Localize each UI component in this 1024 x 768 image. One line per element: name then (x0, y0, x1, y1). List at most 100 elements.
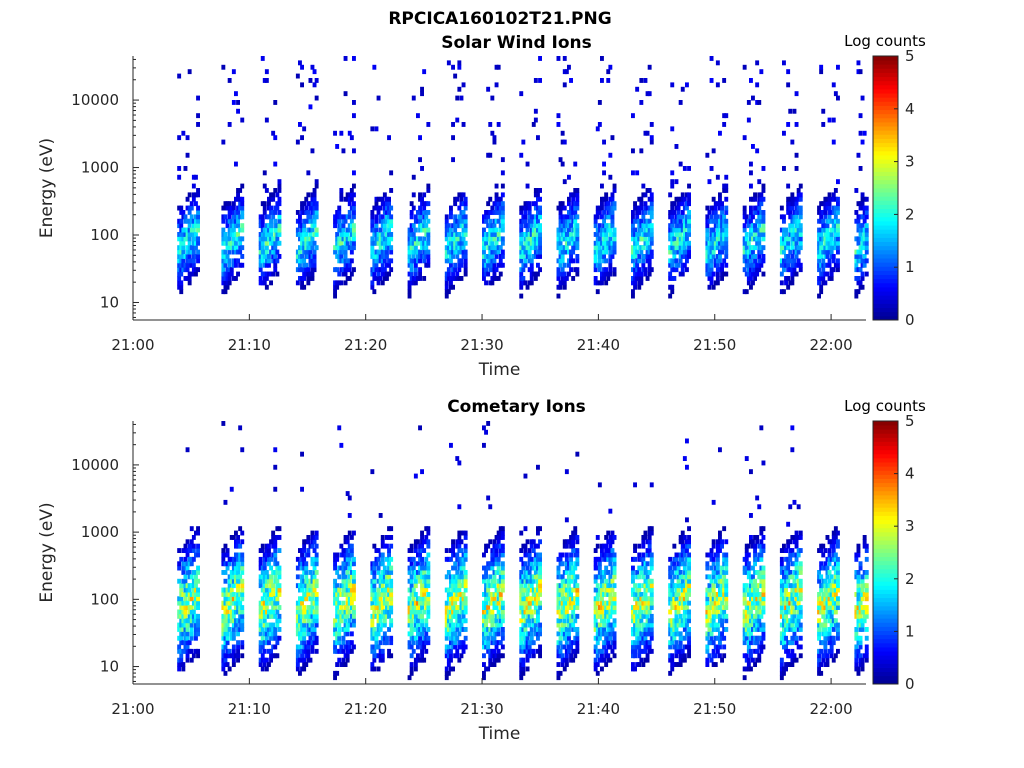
count-cell (500, 635, 505, 641)
count-cell (569, 543, 573, 549)
count-cell (238, 201, 243, 207)
count-cell (538, 556, 542, 562)
count-cell (794, 205, 799, 211)
count-cell (337, 258, 342, 264)
count-cell (269, 232, 273, 237)
count-cell (496, 232, 501, 237)
count-cell (602, 254, 606, 259)
count-cell (345, 657, 350, 663)
count-cell (409, 227, 414, 233)
count-cell (194, 223, 198, 229)
count-cell (269, 192, 273, 198)
count-cell (786, 262, 791, 268)
count-cell (306, 613, 311, 619)
count-cell (444, 280, 449, 286)
count-cell (271, 570, 276, 575)
count-cell (183, 605, 188, 610)
count-cell (463, 583, 468, 589)
count-cell (498, 640, 503, 646)
count-cell (484, 627, 488, 632)
count-cell (864, 210, 869, 215)
count-cell (240, 618, 245, 624)
count-cell (264, 640, 269, 646)
count-cell (792, 258, 797, 264)
count-cell (277, 183, 282, 189)
count-cell (382, 622, 387, 628)
count-cell (707, 258, 712, 264)
count-cell (746, 218, 751, 224)
count-cell (453, 232, 458, 237)
count-cell (860, 262, 865, 268)
count-cell (411, 240, 416, 246)
count-cell (527, 240, 532, 246)
count-cell (451, 640, 455, 646)
count-cell (380, 249, 385, 255)
count-cell (525, 284, 530, 290)
count-cell (185, 640, 190, 646)
count-cell (267, 552, 271, 558)
count-cell (484, 565, 488, 571)
count-cell (181, 631, 186, 637)
count-cell (267, 561, 271, 567)
count-cell (678, 236, 683, 242)
count-cell (352, 192, 356, 198)
count-cell (500, 578, 505, 584)
count-cell (370, 565, 375, 571)
count-cell (461, 648, 466, 654)
count-cell (453, 214, 458, 220)
count-cell (593, 254, 598, 259)
count-cell (533, 596, 538, 602)
count-cell (337, 613, 342, 619)
count-cell (529, 262, 534, 268)
count-cell (536, 223, 540, 229)
count-cell (300, 648, 304, 654)
count-cell (416, 218, 420, 224)
count-cell (179, 640, 184, 646)
count-cell (461, 574, 466, 580)
count-cell (221, 548, 226, 553)
count-cell (407, 280, 412, 286)
count-cell (380, 240, 385, 246)
count-cell (858, 166, 863, 171)
count-cell (262, 249, 267, 255)
count-cell (567, 635, 571, 641)
count-cell (602, 196, 606, 202)
count-cell (602, 245, 606, 251)
count-cell (823, 201, 828, 207)
count-cell (825, 232, 830, 237)
count-cell (185, 653, 190, 659)
count-cell (645, 276, 650, 281)
count-cell (560, 587, 565, 593)
count-cell (538, 570, 542, 575)
count-cell (827, 117, 832, 123)
count-cell (196, 613, 200, 619)
count-cell (376, 210, 381, 215)
count-cell (536, 236, 540, 242)
count-cell (567, 613, 571, 619)
count-cell (376, 596, 381, 602)
count-cell (424, 578, 429, 584)
count-cell (461, 249, 466, 255)
count-cell (682, 223, 687, 229)
count-cell (827, 236, 832, 242)
count-cell (788, 196, 793, 202)
count-cell (271, 644, 276, 650)
count-cell (378, 258, 383, 264)
count-cell (523, 561, 528, 567)
count-cell (275, 535, 280, 540)
count-cell (374, 218, 379, 224)
count-cell (595, 214, 600, 220)
count-cell (238, 600, 243, 606)
count-cell (821, 236, 826, 242)
count-cell (519, 640, 524, 646)
count-cell (449, 240, 453, 246)
count-cell (343, 587, 348, 593)
colorbar-segment (873, 84, 898, 90)
count-cell (521, 613, 526, 619)
count-cell (560, 596, 565, 602)
count-cell (264, 271, 269, 277)
count-cell (387, 609, 391, 615)
count-cell (370, 126, 375, 132)
count-cell (490, 622, 495, 628)
count-cell (223, 240, 228, 246)
